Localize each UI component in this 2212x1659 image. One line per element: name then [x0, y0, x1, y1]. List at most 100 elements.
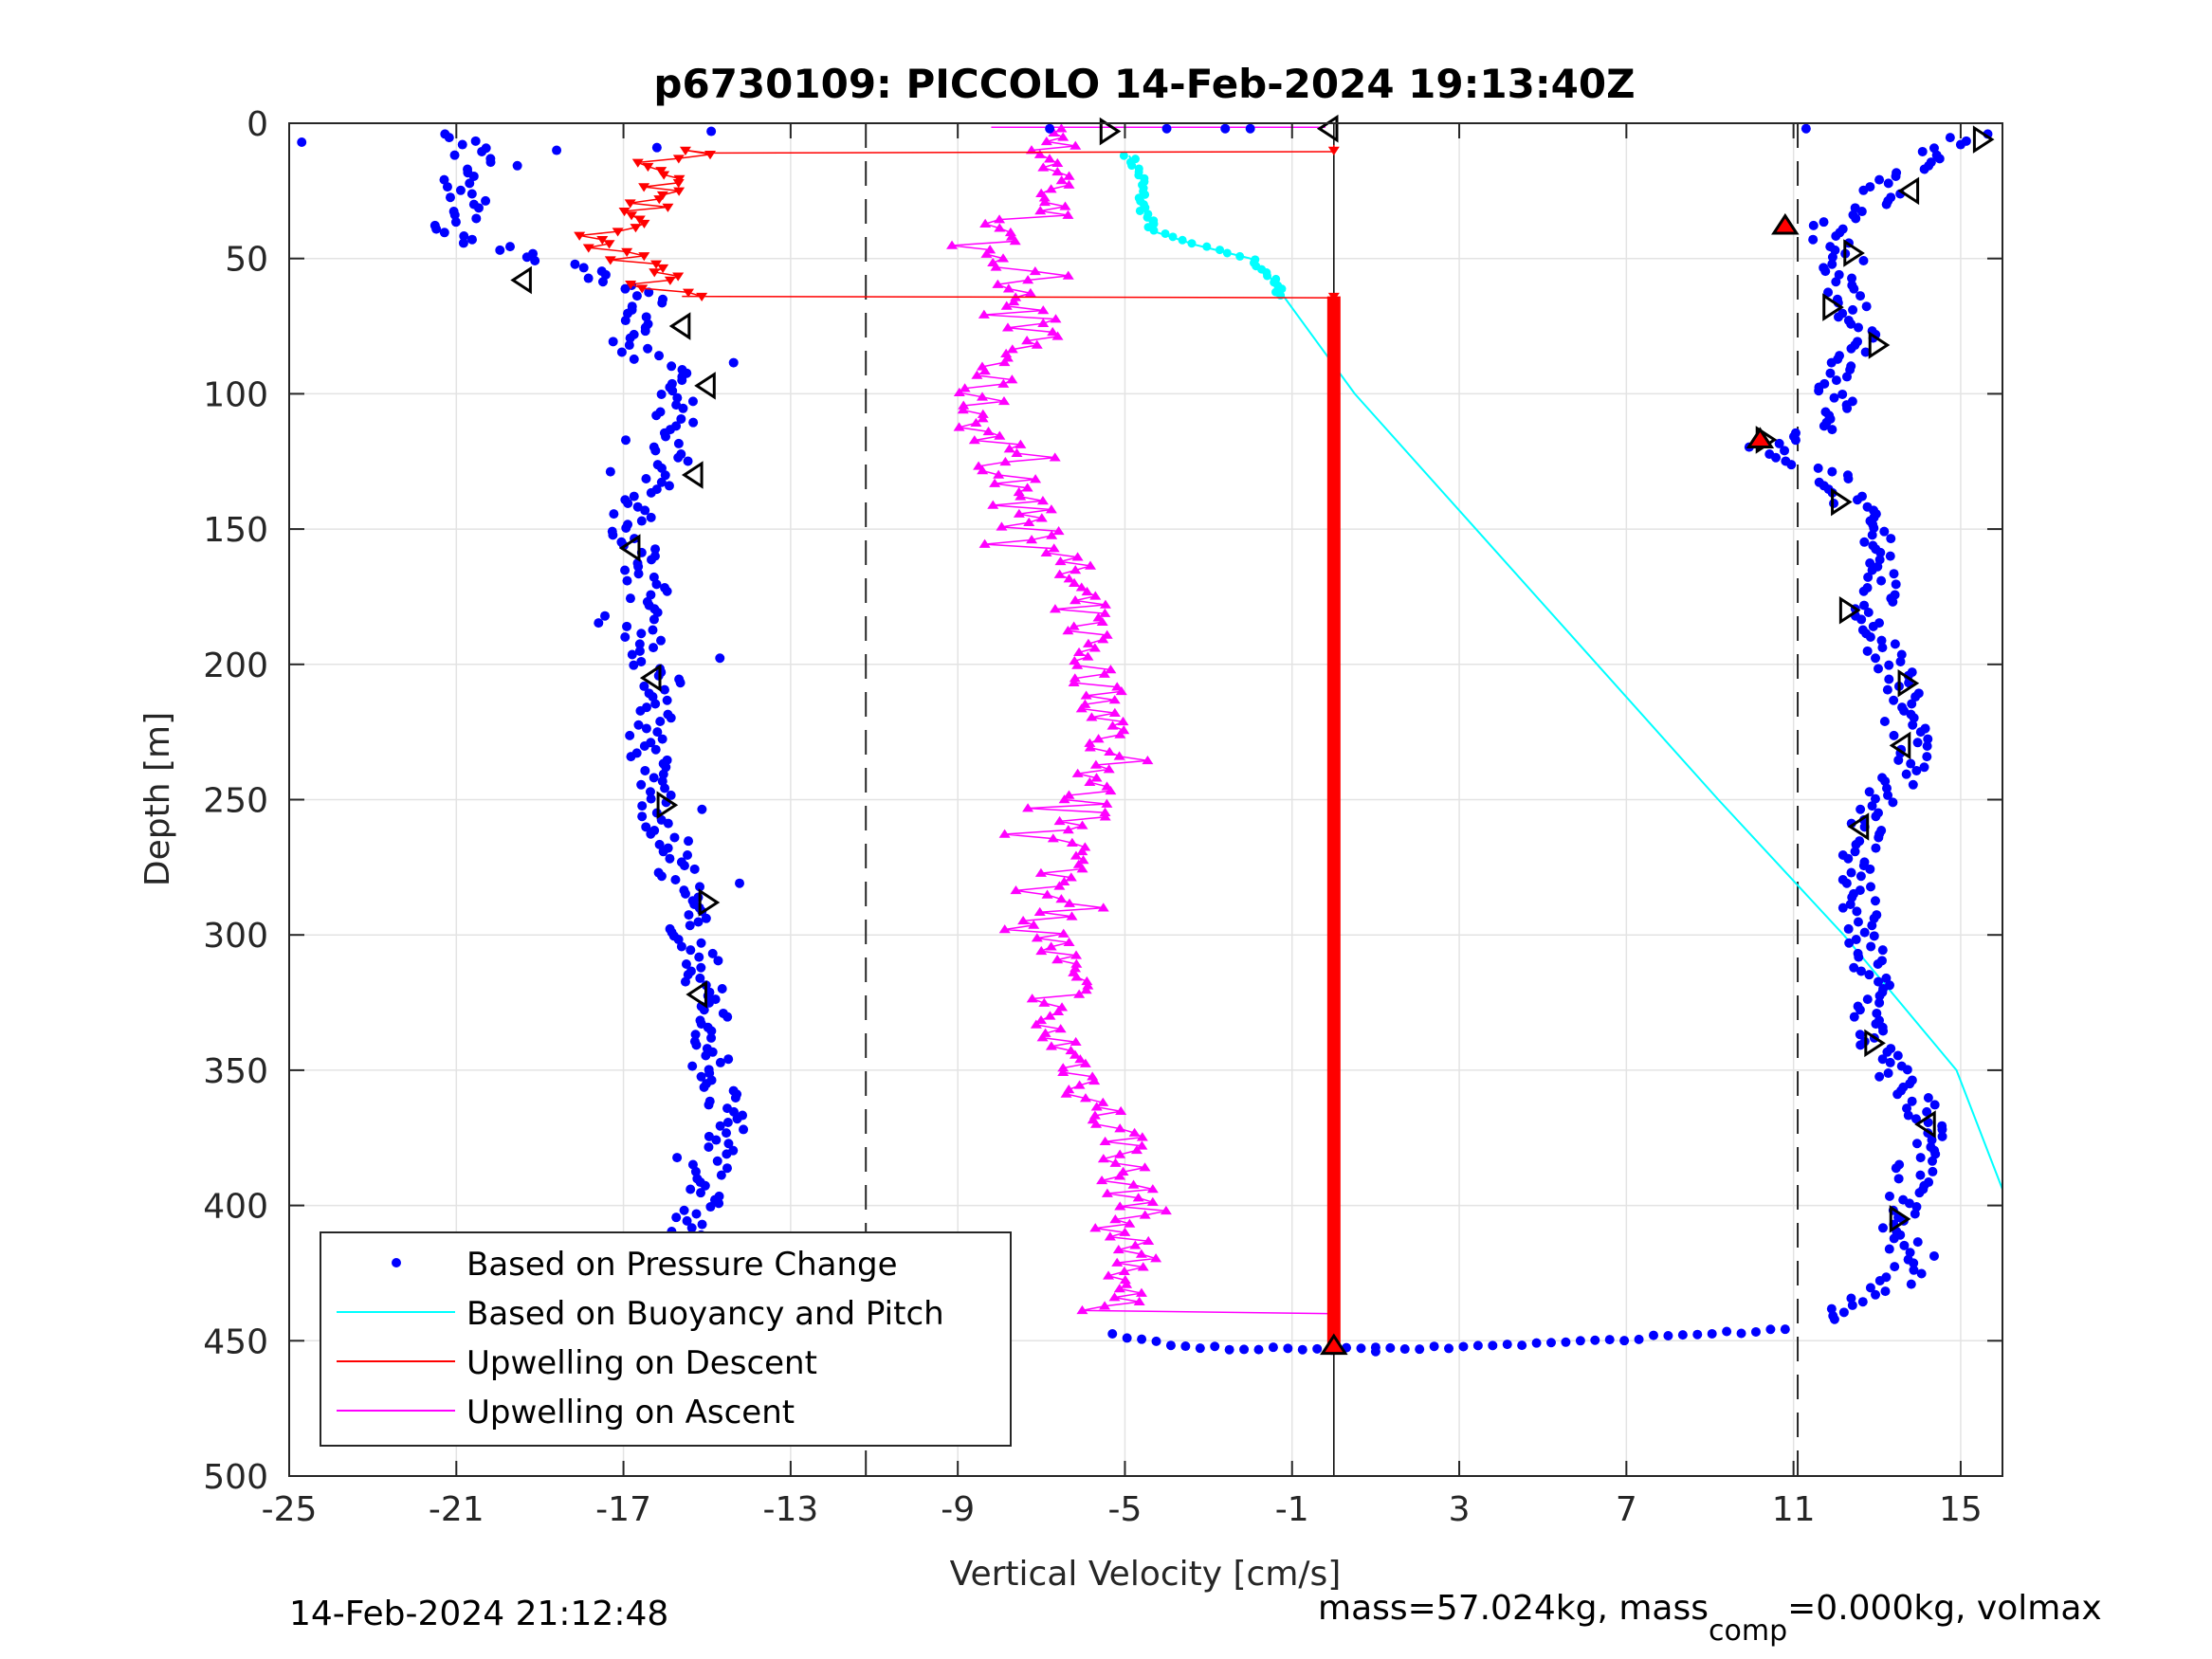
- pressure-change-point: [655, 717, 666, 727]
- pressure-change-point: [466, 234, 477, 245]
- upwelling-ascent-point: [1046, 530, 1058, 539]
- upwelling-descent-point: [1327, 795, 1340, 805]
- upwelling-descent-point: [1327, 398, 1340, 408]
- upwelling-descent-point: [1327, 382, 1340, 392]
- pressure-change-point: [660, 783, 670, 793]
- upwelling-ascent-point: [1142, 756, 1154, 765]
- pressure-change-point: [1517, 1340, 1527, 1351]
- x-tick-label: 3: [1449, 1490, 1471, 1529]
- upwelling-descent-point: [1327, 1137, 1340, 1146]
- upwelling-ascent-point: [1089, 591, 1102, 600]
- pressure-change-point: [654, 351, 665, 361]
- upwelling-descent-point: [630, 224, 642, 233]
- open-triangle-marker: [639, 664, 662, 692]
- pressure-change-point: [1841, 878, 1852, 888]
- upwelling-descent-point: [603, 240, 615, 249]
- pressure-change-point: [1893, 1174, 1904, 1184]
- upwelling-ascent-point: [1082, 638, 1094, 647]
- pressure-change-point: [1891, 171, 1901, 181]
- upwelling-ascent-point: [1081, 586, 1093, 596]
- pressure-change-point: [633, 720, 644, 730]
- pressure-change-point: [623, 498, 633, 508]
- pressure-change-point: [521, 252, 532, 263]
- legend: Based on Pressure Change Based on Buoyan…: [320, 1231, 1012, 1447]
- pressure-change-point: [707, 948, 718, 958]
- pressure-change-point: [1813, 463, 1823, 473]
- pressure-change-point: [634, 646, 645, 656]
- upwelling-descent-point: [1327, 625, 1340, 635]
- legend-swatch-pressure-change: [392, 1258, 401, 1267]
- pressure-change-point: [1882, 783, 1892, 793]
- upwelling-ascent-point: [971, 370, 983, 379]
- upwelling-ascent-point: [1071, 552, 1084, 561]
- pressure-change-point: [1867, 921, 1877, 931]
- pressure-change-point: [1896, 649, 1907, 660]
- pressure-change-point: [696, 938, 706, 948]
- upwelling-descent-point: [1327, 1234, 1340, 1244]
- pressure-change-point: [683, 850, 693, 861]
- upwelling-ascent-point: [1105, 665, 1117, 674]
- pressure-change-point: [676, 413, 686, 424]
- pressure-change-point: [712, 1156, 722, 1166]
- pressure-change-point: [1885, 551, 1895, 561]
- upwelling-ascent-point: [1069, 673, 1081, 683]
- pressure-change-point: [1915, 727, 1926, 738]
- buoyancy-pitch-point: [1149, 226, 1159, 235]
- pressure-change-point: [640, 326, 650, 337]
- pressure-change-point: [1870, 793, 1880, 804]
- pressure-change-point: [1648, 1330, 1658, 1340]
- upwelling-descent-point: [1327, 788, 1340, 797]
- pressure-change-point: [722, 1117, 733, 1127]
- pressure-change-point: [466, 189, 477, 199]
- upwelling-ascent-point: [1058, 876, 1070, 886]
- pressure-change-point: [646, 793, 656, 804]
- upwelling-ascent-point: [1024, 287, 1036, 298]
- pressure-change-point: [686, 945, 696, 956]
- pressure-change-point: [1663, 1330, 1673, 1340]
- pressure-change-point: [1834, 312, 1844, 322]
- x-axis-label: Vertical Velocity [cm/s]: [950, 1555, 1342, 1594]
- upwelling-ascent-point: [1104, 746, 1116, 757]
- pressure-change-point: [634, 639, 645, 649]
- pressure-change-point: [1874, 832, 1884, 843]
- pressure-change-point: [1865, 864, 1875, 874]
- open-triangle-marker: [1099, 117, 1122, 146]
- pressure-change-point: [1875, 547, 1886, 557]
- pressure-change-point: [449, 150, 460, 160]
- pressure-change-point: [648, 625, 658, 635]
- pressure-change-point: [481, 195, 491, 206]
- open-triangle-marker: [1889, 731, 1911, 760]
- pressure-change-point: [1908, 720, 1918, 730]
- pressure-change-point: [715, 1057, 725, 1067]
- mass-suffix: =0.000kg, volmax: [1787, 1589, 2102, 1628]
- upwelling-descent-point: [1327, 722, 1340, 732]
- upwelling-descent-point: [1327, 747, 1340, 757]
- pressure-change-point: [1831, 277, 1841, 287]
- upwelling-descent-point: [625, 281, 637, 290]
- pressure-change-point: [691, 1209, 702, 1219]
- upwelling-ascent-point: [1029, 265, 1041, 276]
- pressure-change-point: [1161, 123, 1172, 134]
- pressure-change-point: [666, 790, 676, 800]
- pressure-change-point: [651, 142, 662, 153]
- upwelling-ascent-point: [1003, 444, 1015, 453]
- pressure-change-point: [649, 643, 659, 653]
- pressure-change-point: [1874, 1071, 1885, 1082]
- upwelling-descent-point: [1327, 1299, 1340, 1308]
- pressure-change-point: [1888, 596, 1898, 607]
- y-tick-label: 50: [225, 241, 268, 280]
- upwelling-descent-point: [642, 162, 654, 173]
- upwelling-ascent-point: [1051, 166, 1064, 176]
- pressure-change-point: [693, 917, 704, 927]
- upwelling-descent-point: [1327, 991, 1340, 1000]
- pressure-change-point: [735, 878, 745, 888]
- pressure-change-point: [620, 565, 631, 575]
- upwelling-ascent-point: [1079, 1058, 1091, 1067]
- pressure-change-point: [1851, 213, 1861, 224]
- pressure-change-point: [1892, 1089, 1903, 1100]
- upwelling-ascent-point: [1069, 1036, 1082, 1046]
- pressure-change-point: [729, 1106, 740, 1117]
- pressure-change-point: [723, 1139, 734, 1149]
- pressure-change-point: [1863, 608, 1874, 618]
- footer-timestamp: 14-Feb-2024 21:12:48: [289, 1595, 668, 1633]
